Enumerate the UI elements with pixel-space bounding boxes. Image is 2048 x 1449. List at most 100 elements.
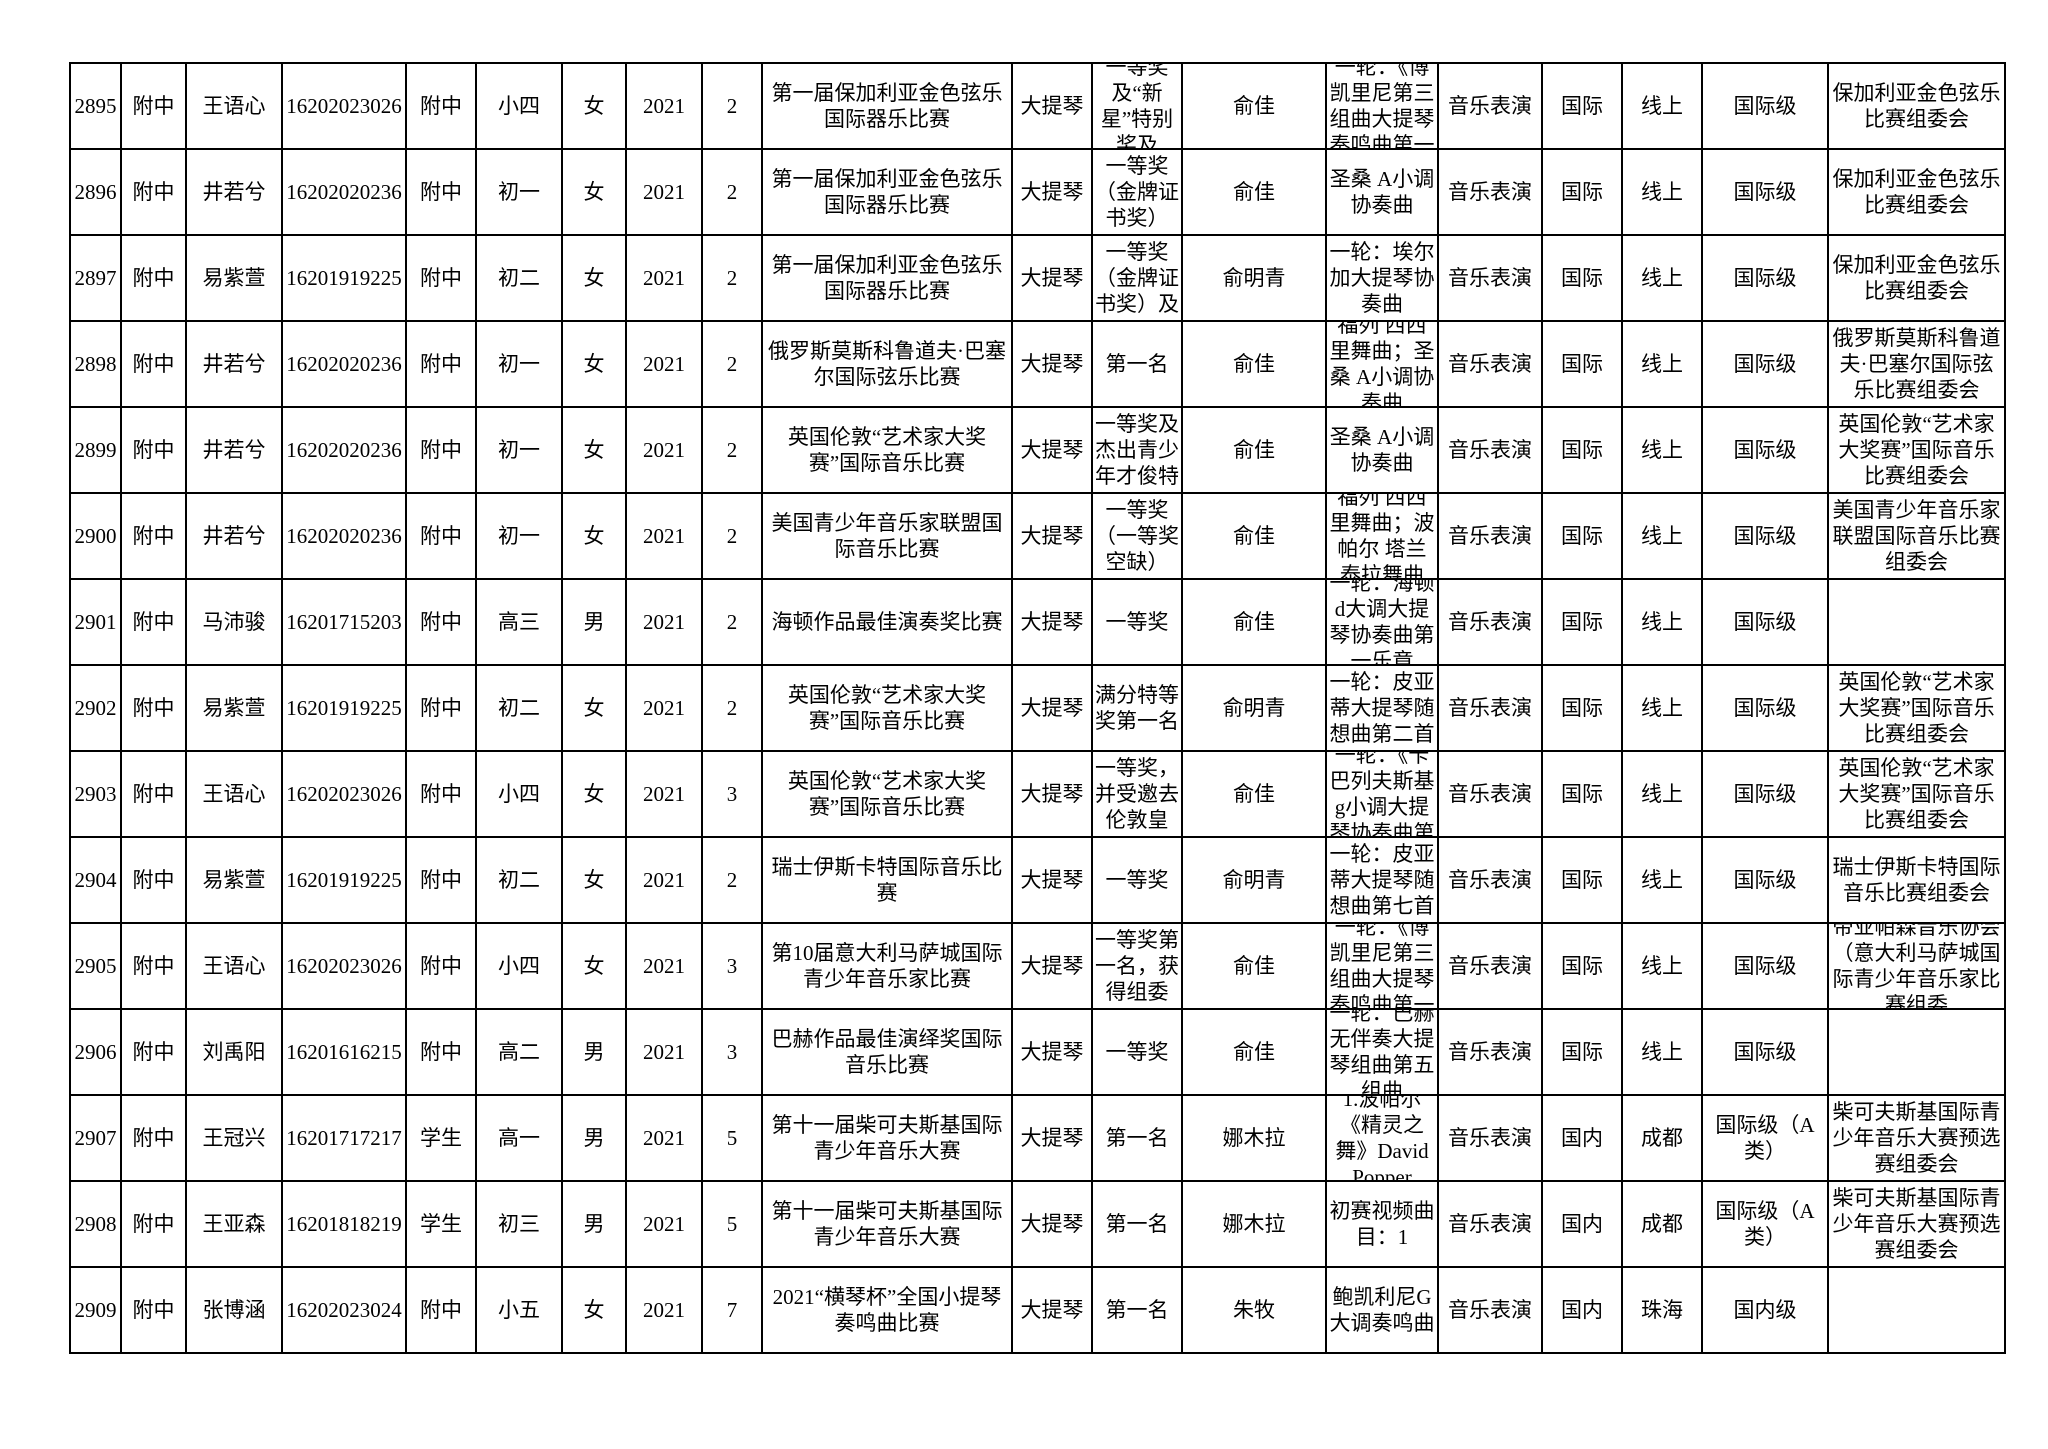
cell-major: 音乐表演 bbox=[1437, 1094, 1543, 1182]
cell-gender: 女 bbox=[561, 1266, 627, 1354]
cell-text: 男 bbox=[583, 1126, 605, 1150]
cell-month: 3 bbox=[701, 1008, 763, 1096]
cell-text: 初二 bbox=[498, 266, 540, 290]
cell-organizer: 帝业帕森音乐协会（意大利马萨城国际青少年音乐家比赛组委 bbox=[1827, 922, 2006, 1010]
cell-text: 2021 bbox=[643, 1040, 685, 1064]
cell-grade: 高二 bbox=[475, 1008, 563, 1096]
cell-text: 16202023026 bbox=[286, 782, 402, 806]
cell-text: 附中 bbox=[132, 180, 175, 204]
cell-text: 成都 bbox=[1641, 1212, 1683, 1236]
cell-student-id: 16201919225 bbox=[281, 836, 407, 924]
cell-text: 附中 bbox=[132, 266, 175, 290]
cell-row-number: 2907 bbox=[69, 1094, 122, 1182]
cell-scope: 国际 bbox=[1541, 234, 1623, 322]
cell-text: 2897 bbox=[74, 266, 117, 290]
cell-teacher: 俞佳 bbox=[1181, 492, 1327, 580]
cell-text: 16202023026 bbox=[286, 954, 402, 978]
cell-text: 大提琴 bbox=[1020, 696, 1084, 720]
cell-student-name: 井若兮 bbox=[185, 406, 283, 494]
cell-competition-name: 海顿作品最佳演奏奖比赛 bbox=[761, 578, 1013, 666]
cell-award: 一等奖 bbox=[1091, 836, 1183, 924]
cell-text: 圣桑 A小调协奏曲 bbox=[1329, 425, 1435, 475]
cell-text: 3 bbox=[726, 1040, 738, 1064]
cell-level: 国际级（A类） bbox=[1701, 1180, 1829, 1268]
cell-instrument: 大提琴 bbox=[1011, 750, 1093, 838]
cell-level: 国际级 bbox=[1701, 836, 1829, 924]
cell-text: 16202020236 bbox=[286, 352, 402, 376]
cell-school: 附中 bbox=[120, 492, 187, 580]
cell-text: 小四 bbox=[498, 94, 540, 118]
cell-instrument: 大提琴 bbox=[1011, 836, 1093, 924]
cell-text: 国内 bbox=[1561, 1212, 1603, 1236]
cell-student-name: 王亚森 bbox=[185, 1180, 283, 1268]
cell-teacher: 朱牧 bbox=[1181, 1266, 1327, 1354]
cell-scope: 国内 bbox=[1541, 1266, 1623, 1354]
cell-text: 第一名 bbox=[1105, 1212, 1169, 1236]
cell-text: 英国伦敦“艺术家大奖赛”国际音乐比赛组委会 bbox=[1838, 756, 1995, 832]
cell-instrument: 大提琴 bbox=[1011, 148, 1093, 236]
cell-scope: 国际 bbox=[1541, 148, 1623, 236]
cell-month: 2 bbox=[701, 836, 763, 924]
cell-teacher: 俞佳 bbox=[1181, 750, 1327, 838]
cell-student-name: 井若兮 bbox=[185, 492, 283, 580]
cell-competition-name: 第十一届柴可夫斯基国际青少年音乐大赛 bbox=[761, 1180, 1013, 1268]
cell-grade: 初一 bbox=[475, 320, 563, 408]
cell-text: 男 bbox=[583, 1212, 605, 1236]
cell-text: 福列 西西里舞曲；圣桑 A小调协奏曲 bbox=[1329, 322, 1435, 406]
cell-student-type: 附中 bbox=[405, 664, 477, 752]
cell-text: 国际级（A类） bbox=[1715, 1199, 1815, 1249]
cell-student-id: 16201919225 bbox=[281, 234, 407, 322]
cell-text: 大提琴 bbox=[1020, 438, 1084, 462]
cell-student-type: 附中 bbox=[405, 62, 477, 150]
cell-text: 2 bbox=[726, 352, 738, 376]
cell-text: 王亚森 bbox=[202, 1212, 266, 1236]
cell-row-number: 2905 bbox=[69, 922, 122, 1010]
cell-student-type: 附中 bbox=[405, 406, 477, 494]
cell-school: 附中 bbox=[120, 1094, 187, 1182]
cell-teacher: 俞佳 bbox=[1181, 62, 1327, 150]
cell-venue: 线上 bbox=[1621, 492, 1703, 580]
cell-text: 俞佳 bbox=[1233, 610, 1275, 634]
cell-text: 2021 bbox=[643, 868, 685, 892]
cell-text: 音乐表演 bbox=[1448, 1126, 1532, 1150]
cell-student-id: 16202023026 bbox=[281, 62, 407, 150]
cell-text: 一等奖第一名，获得组委 bbox=[1095, 928, 1179, 1004]
cell-venue: 线上 bbox=[1621, 922, 1703, 1010]
cell-text: 俄罗斯莫斯科鲁道夫·巴塞尔国际弦乐比赛组委会 bbox=[1832, 326, 2001, 402]
cell-school: 附中 bbox=[120, 320, 187, 408]
cell-text: 俞佳 bbox=[1233, 954, 1275, 978]
cell-text: 小四 bbox=[498, 954, 540, 978]
cell-text: 王语心 bbox=[202, 782, 266, 806]
cell-text: 国际 bbox=[1561, 782, 1603, 806]
cell-text: 线上 bbox=[1641, 438, 1683, 462]
cell-text: 一轮：《博凯里尼第三组曲大提琴奏鸣曲第一 bbox=[1329, 64, 1435, 148]
cell-text: 珠海 bbox=[1641, 1298, 1683, 1322]
cell-text: 俞佳 bbox=[1233, 352, 1275, 376]
cell-text: 2021 bbox=[643, 954, 685, 978]
cell-text: 大提琴 bbox=[1020, 352, 1084, 376]
cell-text: 马沛骏 bbox=[202, 610, 266, 634]
cell-text: 5 bbox=[726, 1212, 738, 1236]
cell-text: 男 bbox=[583, 1040, 605, 1064]
cell-year: 2021 bbox=[625, 1008, 703, 1096]
cell-level: 国际级 bbox=[1701, 406, 1829, 494]
cell-school: 附中 bbox=[120, 664, 187, 752]
cell-student-id: 16202023026 bbox=[281, 922, 407, 1010]
cell-organizer: 保加利亚金色弦乐比赛组委会 bbox=[1827, 62, 2006, 150]
cell-organizer: 柴可夫斯基国际青少年音乐大赛预选赛组委会 bbox=[1827, 1180, 2006, 1268]
cell-student-id: 16201715203 bbox=[281, 578, 407, 666]
cell-instrument: 大提琴 bbox=[1011, 234, 1093, 322]
cell-competition-name: 第十一届柴可夫斯基国际青少年音乐大赛 bbox=[761, 1094, 1013, 1182]
cell-text: 一等奖及“新星”特别奖及 bbox=[1100, 64, 1174, 148]
cell-text: 16201818219 bbox=[286, 1212, 402, 1236]
cell-text: 女 bbox=[583, 696, 605, 720]
cell-text: 音乐表演 bbox=[1448, 782, 1532, 806]
cell-text: 国际 bbox=[1561, 610, 1603, 634]
cell-instrument: 大提琴 bbox=[1011, 664, 1093, 752]
cell-venue: 线上 bbox=[1621, 320, 1703, 408]
cell-award: 第一名 bbox=[1091, 1180, 1183, 1268]
cell-instrument: 大提琴 bbox=[1011, 1266, 1093, 1354]
cell-row-number: 2902 bbox=[69, 664, 122, 752]
cell-teacher: 俞明青 bbox=[1181, 664, 1327, 752]
cell-text: 一等奖，并受邀去伦敦皇 bbox=[1095, 756, 1179, 832]
